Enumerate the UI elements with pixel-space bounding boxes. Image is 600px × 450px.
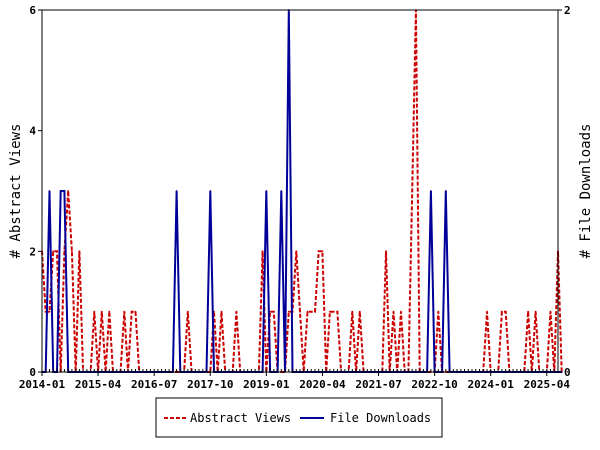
series-0-point-7 (67, 190, 70, 192)
series-0-point-48 (220, 310, 223, 313)
series-1-point-36 (175, 190, 178, 192)
series-0-point-92 (385, 250, 387, 253)
series-0-point-4 (56, 250, 58, 253)
x-tick-label-4: 2019-01 (243, 378, 290, 391)
x-tick-label-3: 2017-10 (187, 378, 233, 391)
right-tick-label-0: 0 (564, 366, 571, 379)
left-tick-label-2: 4 (29, 125, 36, 138)
right-tick-label-1: 2 (564, 4, 571, 17)
series-0-point-124 (504, 310, 507, 313)
series-1-point-104 (430, 190, 432, 192)
series-0-point-24 (130, 310, 133, 313)
series-line-1 (42, 9, 562, 373)
series-0-point-16 (100, 310, 103, 313)
series-layer (41, 9, 563, 373)
series-0-point-99 (411, 190, 414, 192)
series-0-point-96 (400, 310, 402, 313)
left-y-axis: 0 2 4 6 (29, 4, 42, 379)
series-1-point-64 (280, 190, 283, 192)
series-0-point-123 (501, 310, 503, 313)
series-0-point-66 (287, 310, 290, 313)
series-0-point-74 (317, 250, 320, 253)
series-0-point-130 (527, 310, 529, 313)
series-1-point-2 (48, 190, 51, 192)
series-0-point-68 (295, 250, 298, 253)
series-0-point-132 (534, 310, 537, 313)
x-tick-label-8: 2024-01 (468, 378, 515, 391)
series-0-point-119 (486, 310, 488, 313)
left-tick-label-0: 0 (29, 366, 36, 379)
x-tick-label-7: 2022-10 (411, 378, 457, 391)
series-0-point-59 (261, 250, 264, 253)
series-0-point-73 (314, 310, 316, 313)
series-0-point-78 (332, 310, 335, 313)
right-y-axis: 02 (558, 4, 571, 379)
left-tick-label-1: 2 (29, 245, 36, 258)
series-1-point-60 (265, 190, 268, 192)
series-0-point-72 (310, 310, 313, 313)
series-0-point-136 (549, 310, 552, 313)
left-tick-label-3: 6 (29, 4, 36, 17)
series-line-0 (41, 9, 563, 373)
series-1-point-45 (209, 190, 212, 192)
series-0-point-83 (351, 310, 354, 313)
right-axis-title: # File Downloads (578, 124, 594, 259)
legend-box (155, 397, 443, 438)
series-0-point-77 (329, 310, 331, 313)
series-0-point-75 (321, 250, 324, 253)
series-1-point-108 (444, 190, 447, 192)
series-0-point-8 (71, 250, 73, 253)
series-0-point-52 (235, 310, 238, 313)
x-tick-label-9: 2025-04 (524, 378, 571, 391)
x-axis: 2014-01 2015-04 2016-07 2017-10 2019-01 2020-… (19, 369, 571, 391)
series-0-point-14 (93, 310, 96, 313)
series-1-point-5 (59, 190, 62, 192)
left-axis-title: # Abstract Views (8, 124, 24, 259)
x-tick-label-2: 2016-07 (131, 378, 177, 391)
series-0-point-94 (392, 310, 395, 313)
legend-label-abstract-views: Abstract Views (190, 411, 291, 425)
series-0-point-3 (52, 250, 55, 253)
series-0-point-39 (186, 310, 189, 313)
x-tick-label-6: 2021-07 (355, 378, 401, 391)
legend-label-file-downloads: File Downloads (330, 411, 431, 425)
series-0-point-106 (437, 310, 440, 313)
series-0-point-18 (108, 310, 111, 313)
x-tick-label-0: 2014-01 (19, 378, 66, 391)
series-0-point-22 (123, 310, 126, 313)
x-tick-label-1: 2015-04 (75, 378, 122, 391)
series-0-point-25 (134, 310, 137, 313)
series-0-point-79 (336, 310, 339, 313)
series-0-point-71 (306, 310, 309, 313)
series-0-point-85 (358, 310, 361, 313)
series-0-point-62 (272, 310, 275, 313)
series-1-point-6 (63, 190, 66, 192)
x-tick-label-5: 2020-04 (299, 378, 346, 391)
series-0-point-10 (78, 250, 81, 253)
legend: Abstract Views File Downloads (155, 397, 443, 438)
series-0-point-2 (48, 310, 51, 313)
series-0-point-69 (299, 310, 301, 313)
